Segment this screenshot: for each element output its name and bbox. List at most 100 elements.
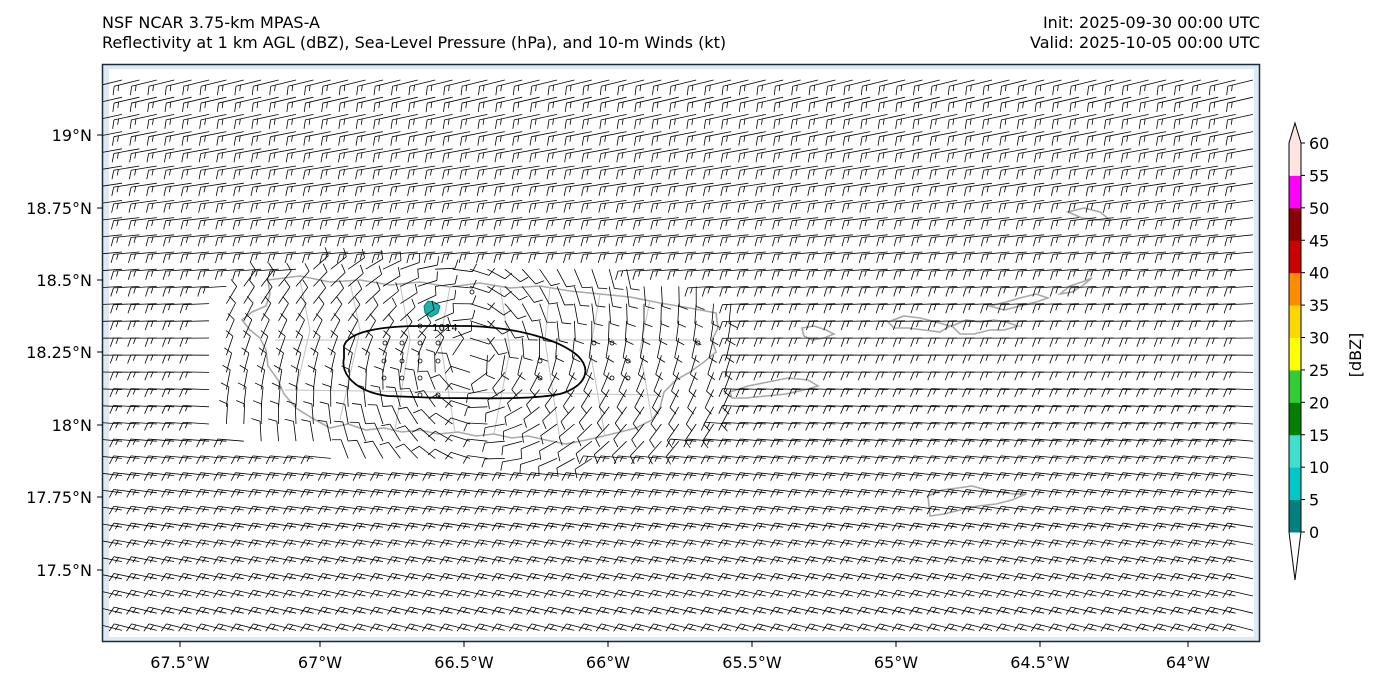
wind-barb-feather [111,203,115,213]
wind-barb-feather [204,118,206,125]
wind-barb-feather [302,187,306,196]
wind-barb-feather [534,203,537,210]
wind-barb-feather [185,304,189,311]
wind-barb-feather [1191,103,1194,113]
wind-barb-feather [284,237,288,247]
wind-barb-feather [1230,203,1233,210]
wind-barb-feather [858,254,863,264]
wind-barb-feather [169,135,172,142]
wind-barb-feather [794,304,798,311]
wind-barb-shaft [694,303,697,324]
wind-barb-feather [1225,153,1228,163]
wind-barb-feather [898,304,902,311]
wind-barb-feather [517,169,519,176]
wind-barb-feather [303,153,306,163]
wind-barb-feather [1067,287,1071,297]
wind-barb-feather [512,86,515,96]
wind-barb-feather [877,136,880,146]
wind-barb-feather [1143,169,1146,176]
wind-barb-feather [511,220,515,230]
wind-barb-feather [707,236,711,243]
wind-barb-feather [847,186,850,193]
wind-barb-feather [534,186,537,193]
wind-barb-feather [759,253,763,260]
wind-barb-feather [982,136,985,146]
wind-barb-feather [1190,170,1193,180]
wind-barb-feather [354,254,358,264]
wind-barb-shaft [626,303,628,324]
wind-barb-feather [112,136,115,146]
wind-barb-feather [564,119,567,129]
wind-barb-feather [806,304,810,314]
wind-barb-feather [934,135,937,142]
wind-barb-feather [1021,169,1024,176]
wind-barb-feather [987,135,989,142]
wind-barb-feather [533,236,537,243]
wind-barb-feather [1050,270,1054,280]
wind-barb-feather [447,152,450,159]
wind-barb-feather [1138,119,1141,129]
wind-barb-shaft [660,303,662,324]
wind-barb-feather [1109,118,1111,125]
wind-barb-feather [531,319,541,322]
wind-barb-feather [1015,237,1019,247]
wind-barb-feather [220,236,223,243]
wind-barb-shaft [434,352,436,373]
wind-barb-feather [1173,170,1176,180]
wind-barb-feather [255,270,258,277]
wind-barb-feather [376,281,381,290]
wind-barb-feather [290,169,293,176]
wind-barb-feather [308,101,311,109]
wind-barb-feather [777,186,780,193]
wind-barb-feather [933,253,937,260]
wind-barb-feather [377,220,380,227]
wind-barb-feather [707,220,711,227]
wind-barb-feather [516,203,519,210]
wind-barb-feather [946,187,950,196]
wind-barb-feather [616,153,619,163]
wind-barb-feather [1022,101,1024,109]
wind-barb-feather [93,321,96,329]
wind-barb-feather [739,86,741,96]
wind-barb-feather [841,304,845,314]
wind-barb-feather [825,136,828,146]
wind-barb-feather [1091,118,1094,125]
wind-barb-feather [185,220,189,227]
wind-barb-feather [1121,119,1124,129]
wind-barb-feather [615,220,619,230]
wind-barb-feather [547,86,550,96]
wind-barb-feather [267,220,271,230]
wind-barb-feather [651,153,654,163]
wind-barb-feather [587,85,589,92]
wind-barb-feather [968,220,972,227]
wind-barb-feather [356,103,359,113]
model-title: NSF NCAR 3.75-km MPAS-A [102,13,320,32]
wind-barb-feather [1050,254,1054,264]
wind-barb-feather [965,86,968,96]
wind-barb-feather [1208,103,1211,113]
wind-barb-feather [151,220,154,227]
wind-barb-feather [1223,287,1228,297]
wind-barb-shaft [435,283,456,287]
wind-barb-feather [99,288,101,294]
wind-barb-feather [528,220,532,230]
wind-barb-feather [1194,253,1198,260]
wind-barb-feather [342,236,345,243]
wind-barb-feather [442,170,445,180]
wind-barb-feather [203,220,206,227]
wind-barb-feather [634,86,637,96]
wind-barb-feather [1144,85,1146,92]
wind-barb-feather [691,118,694,125]
wind-barb-feather [778,135,781,142]
wind-barb-feather [516,236,519,243]
isobar-1014 [342,325,587,400]
wind-barb-feather [586,135,589,142]
wind-barb-feather [1085,203,1089,213]
wind-barb-shaft [330,288,344,304]
wind-barb-feather [146,203,149,213]
wind-barb-feather [690,253,693,260]
wind-barb-feather [812,203,815,210]
wind-barb-feather [806,254,810,264]
wind-barb-feather [546,187,550,196]
wind-barb-feather [251,86,254,96]
